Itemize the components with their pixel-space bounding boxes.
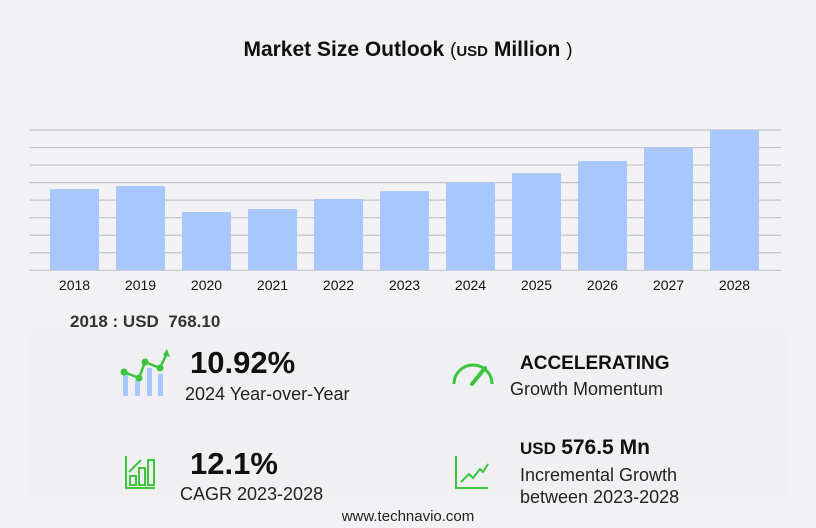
x-tick-label: 2023 xyxy=(389,277,420,293)
x-tick-label: 2019 xyxy=(125,277,156,293)
incremental-period: between 2023-2028 xyxy=(520,487,680,507)
base-year-value: 2018 : USD 768.10 xyxy=(70,312,220,332)
x-tick-label: 2018 xyxy=(59,277,90,293)
bar-2023 xyxy=(380,191,429,271)
bar-2022 xyxy=(314,198,363,271)
stats-panel xyxy=(30,330,786,498)
incremental-label: Incremental Growth xyxy=(520,465,678,485)
bar-2027 xyxy=(644,147,693,271)
yoy-label: 2024 Year-over-Year xyxy=(185,384,350,404)
base-year-number: 768.10 xyxy=(168,312,221,331)
incremental-currency: USD xyxy=(520,439,556,458)
incremental-amount: 576.5 Mn xyxy=(561,436,650,459)
cagr-bars-icon xyxy=(125,456,155,489)
cagr-value: 12.1% xyxy=(190,446,278,481)
x-tick-label: 2022 xyxy=(323,277,354,293)
unit-paren-open: ( xyxy=(450,40,457,61)
unit-currency: USD xyxy=(456,43,489,60)
x-tick-label: 2027 xyxy=(653,277,684,293)
momentum-label: Growth Momentum xyxy=(510,379,664,399)
x-tick-label: 2024 xyxy=(455,277,486,293)
bar-2025 xyxy=(512,173,561,271)
unit-paren-close: ) xyxy=(566,40,573,61)
yoy-value: 10.92% xyxy=(190,345,296,380)
momentum-value: ACCELERATING xyxy=(520,353,670,374)
base-year-label: 2018 : USD xyxy=(70,312,159,331)
trend-line-icon xyxy=(455,456,489,489)
bar-2021 xyxy=(248,209,297,271)
bar-2018 xyxy=(50,189,99,271)
footer-url: www.technavio.com xyxy=(341,508,475,525)
x-tick-label: 2028 xyxy=(719,277,750,293)
cagr-label: CAGR 2023-2028 xyxy=(180,484,324,504)
x-tick-label: 2026 xyxy=(587,277,618,293)
unit-label: Million xyxy=(493,38,561,61)
bar-2020 xyxy=(182,212,231,271)
x-tick-label: 2020 xyxy=(191,277,222,293)
bar-2028 xyxy=(710,130,759,271)
bar-2026 xyxy=(578,161,627,271)
growth-chart-icon xyxy=(120,349,170,396)
bar-chart: 2018 2019 2020 2021 2022 2023 2024 2025 2026 2027… xyxy=(30,129,781,293)
chart-title: Market Size Outlook (USD Million ) xyxy=(0,38,816,62)
bar-2019 xyxy=(116,185,165,271)
speedometer-icon xyxy=(452,363,494,386)
incremental-value: USD 576.5 Mn xyxy=(520,436,650,460)
bar-2024 xyxy=(446,182,495,271)
x-tick-label: 2021 xyxy=(257,277,288,293)
x-tick-label: 2025 xyxy=(521,277,552,293)
title-text: Market Size Outlook xyxy=(243,38,445,61)
